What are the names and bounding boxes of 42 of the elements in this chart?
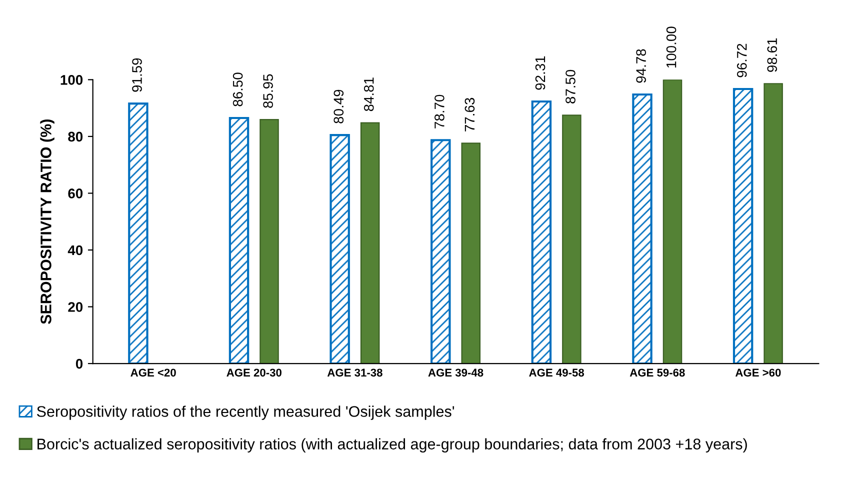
x-tick-label: AGE 49-58 bbox=[529, 368, 584, 377]
legend-label: Seropositivity ratios of the recently measured 'Osijek samples' bbox=[36, 406, 454, 420]
data-label: 91.59 bbox=[132, 58, 142, 92]
bar bbox=[360, 122, 380, 364]
bar bbox=[461, 142, 481, 364]
bar bbox=[562, 114, 582, 364]
data-label: 100.00 bbox=[666, 26, 676, 68]
x-tick-label: AGE <20 bbox=[130, 368, 176, 377]
bar bbox=[128, 102, 148, 364]
data-label: 98.61 bbox=[767, 38, 778, 72]
bar bbox=[732, 88, 754, 364]
bar bbox=[430, 139, 451, 364]
bar bbox=[764, 83, 783, 364]
bar bbox=[228, 116, 250, 364]
bar bbox=[531, 100, 552, 364]
y-axis-title: SEROPOSITIVITY RATIO (%) bbox=[40, 120, 54, 324]
x-tick-label: AGE 20-30 bbox=[226, 368, 282, 377]
bar bbox=[632, 93, 652, 364]
y-tick-label: 40 bbox=[68, 245, 83, 256]
data-label: 87.50 bbox=[566, 70, 576, 104]
x-tick-label: AGE 31-38 bbox=[327, 368, 382, 377]
data-label: 80.49 bbox=[334, 90, 344, 124]
y-tick-label: 60 bbox=[68, 188, 83, 198]
bar bbox=[662, 80, 682, 364]
data-label: 86.50 bbox=[232, 72, 243, 106]
bar bbox=[260, 119, 279, 364]
legend-label: Borcic's actualized seropositivity ratios (with actualized age-group boundaries; data from 2003 +18 years) bbox=[38, 438, 747, 452]
data-label: 96.72 bbox=[736, 44, 747, 78]
y-tick-label: 80 bbox=[68, 132, 83, 142]
data-label: 78.70 bbox=[434, 94, 444, 128]
x-tick-label: AGE >60 bbox=[735, 368, 781, 377]
x-tick-label: AGE 59-68 bbox=[630, 368, 685, 377]
data-label: 92.31 bbox=[535, 56, 546, 90]
y-tick-label: 0 bbox=[76, 358, 83, 369]
y-tick-label: 100 bbox=[60, 75, 83, 85]
data-label: 94.78 bbox=[636, 49, 646, 83]
data-label: 84.81 bbox=[364, 78, 374, 112]
bar bbox=[330, 134, 350, 364]
x-tick-label: AGE 39-48 bbox=[428, 368, 484, 377]
data-label: 85.95 bbox=[263, 74, 273, 108]
y-tick-label: 20 bbox=[68, 302, 83, 312]
data-label: 77.63 bbox=[464, 98, 475, 132]
